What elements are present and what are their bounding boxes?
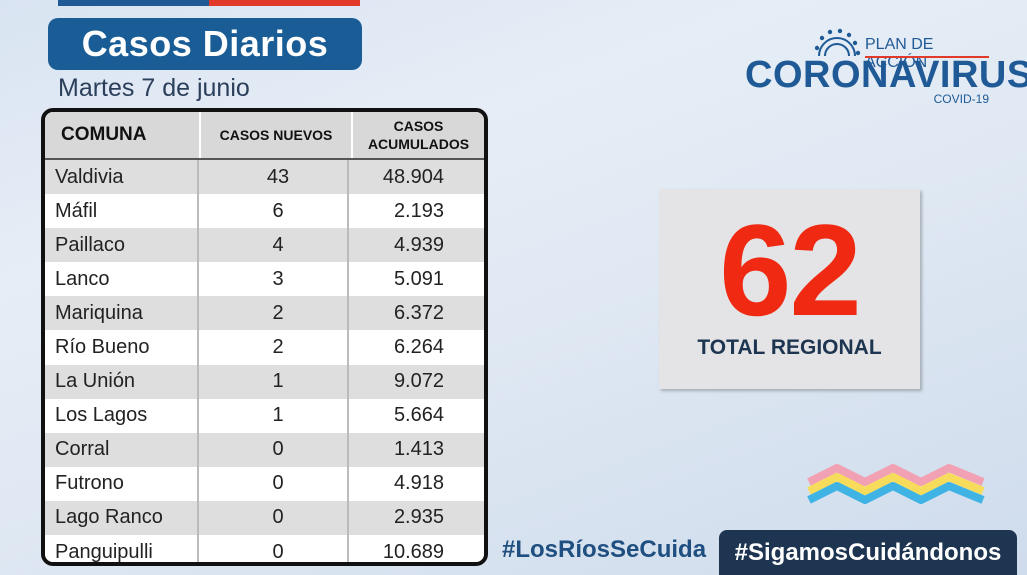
logo-divider bbox=[865, 56, 989, 58]
table-row: Los Lagos 1 5.664 bbox=[45, 398, 484, 433]
cell-casos-acumulados: 1.413 bbox=[393, 438, 444, 461]
table-row: Lanco 3 5.091 bbox=[45, 262, 484, 297]
cell-comuna: Paillaco bbox=[45, 228, 199, 263]
table-header: COMUNA CASOS NUEVOS CASOS ACUMULADOS bbox=[45, 112, 484, 160]
table-row: Río Bueno 2 6.264 bbox=[45, 330, 484, 365]
cell-casos-acumulados: 6.264 bbox=[393, 336, 444, 359]
cell-comuna: Panguipulli bbox=[45, 535, 199, 562]
cell-comuna: Lanco bbox=[45, 262, 199, 297]
header-nuevos: CASOS NUEVOS bbox=[199, 112, 353, 158]
cell-casos-nuevos: 43 bbox=[199, 160, 349, 195]
table-row: Paillaco 4 4.939 bbox=[45, 228, 484, 263]
cell-casos-acumulados: 4.918 bbox=[393, 472, 444, 495]
cell-comuna: Los Lagos bbox=[45, 398, 199, 433]
cell-comuna: Lago Ranco bbox=[45, 500, 199, 536]
cell-casos-acumulados: 10.689 bbox=[382, 540, 444, 563]
cell-casos-acumulados: 2.935 bbox=[393, 506, 444, 529]
total-label: TOTAL REGIONAL bbox=[697, 336, 882, 359]
header-comuna: COMUNA bbox=[61, 124, 147, 145]
header-acumulados: CASOS ACUMULADOS bbox=[367, 118, 470, 152]
cell-casos-nuevos: 1 bbox=[199, 398, 349, 433]
table-row: Corral 0 1.413 bbox=[45, 432, 484, 467]
table-row: La Unión 1 9.072 bbox=[45, 364, 484, 399]
title-badge: Casos Diarios bbox=[48, 18, 362, 70]
cell-casos-nuevos: 2 bbox=[199, 330, 349, 365]
coronavirus-plan-logo: PLAN DE ACCIÓN CORONAVIRUS COVID-19 bbox=[745, 28, 1027, 108]
hashtag-sigamos: #SigamosCuidándonos bbox=[734, 538, 1002, 566]
cell-casos-acumulados: 5.091 bbox=[393, 267, 444, 290]
cell-casos-acumulados: 6.372 bbox=[393, 301, 444, 324]
virus-icon bbox=[814, 28, 861, 57]
cell-casos-nuevos: 0 bbox=[199, 535, 349, 562]
table-body: Valdivia 43 48.904 Máfil 6 2.193 Paillaco 4 4.93… bbox=[45, 160, 484, 563]
hashtag-sigamos-badge: #SigamosCuidándonos bbox=[719, 530, 1017, 575]
cell-casos-nuevos: 0 bbox=[199, 500, 349, 536]
cell-casos-acumulados: 2.193 bbox=[393, 199, 444, 222]
cell-casos-nuevos: 2 bbox=[199, 296, 349, 331]
cell-casos-acumulados: 5.664 bbox=[393, 404, 444, 427]
cell-comuna: Corral bbox=[45, 432, 199, 467]
hashtag-los-rios: #LosRíosSeCuida bbox=[502, 536, 707, 563]
table-row: Máfil 6 2.193 bbox=[45, 194, 484, 229]
regional-stripes-icon bbox=[807, 464, 985, 504]
cell-casos-nuevos: 3 bbox=[199, 262, 349, 297]
cell-casos-acumulados: 9.072 bbox=[393, 370, 444, 393]
cell-casos-nuevos: 0 bbox=[199, 432, 349, 467]
table-row: Panguipulli 0 10.689 bbox=[45, 535, 484, 563]
report-date: Martes 7 de junio bbox=[58, 74, 250, 102]
cell-casos-nuevos: 6 bbox=[199, 194, 349, 229]
cell-comuna: Río Bueno bbox=[45, 330, 199, 365]
cell-comuna: Valdivia bbox=[45, 160, 199, 195]
cell-comuna: Futrono bbox=[45, 466, 199, 501]
cell-casos-nuevos: 1 bbox=[199, 364, 349, 399]
top-accent-bar bbox=[58, 0, 360, 6]
total-value: 62 bbox=[719, 197, 862, 343]
cell-casos-nuevos: 4 bbox=[199, 228, 349, 263]
cases-table: COMUNA CASOS NUEVOS CASOS ACUMULADOS Vald… bbox=[41, 108, 488, 566]
table-row: Lago Ranco 0 2.935 bbox=[45, 500, 484, 536]
table-row: Mariquina 2 6.372 bbox=[45, 296, 484, 331]
cell-casos-acumulados: 48.904 bbox=[382, 165, 444, 188]
table-row: Valdivia 43 48.904 bbox=[45, 160, 484, 195]
table-row: Futrono 0 4.918 bbox=[45, 466, 484, 501]
logo-sub-text: COVID-19 bbox=[933, 92, 989, 106]
cell-comuna: Mariquina bbox=[45, 296, 199, 331]
cell-casos-acumulados: 4.939 bbox=[393, 233, 444, 256]
logo-main-text: CORONAVIRUS bbox=[745, 54, 1027, 96]
page-title: Casos Diarios bbox=[81, 23, 329, 64]
logo-plan-text: PLAN DE ACCIÓN bbox=[865, 36, 934, 71]
total-regional-card: 62 TOTAL REGIONAL bbox=[659, 189, 920, 389]
cell-casos-nuevos: 0 bbox=[199, 466, 349, 501]
cell-comuna: La Unión bbox=[45, 364, 199, 399]
cell-comuna: Máfil bbox=[45, 194, 199, 229]
